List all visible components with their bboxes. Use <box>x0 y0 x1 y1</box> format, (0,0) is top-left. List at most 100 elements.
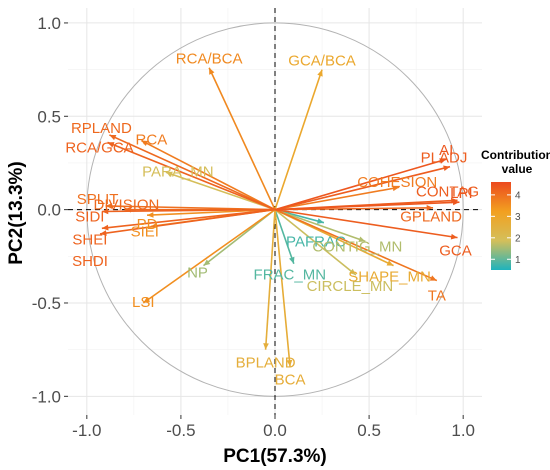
arrow-gca-bca <box>274 69 323 210</box>
y-tick-label: 0.0 <box>37 201 61 220</box>
arrow-bca <box>274 209 293 367</box>
x-tick-label: 1.0 <box>451 421 475 440</box>
arrow-head-bca <box>286 359 293 367</box>
label-cohesion: COHESION <box>357 174 437 191</box>
arrow-shaft-cohesion <box>274 186 400 211</box>
arrow-shaft-gca <box>274 208 458 239</box>
arrow-rca <box>141 139 276 211</box>
arrow-head-cohesion <box>392 185 400 192</box>
arrow-shaft-shei <box>101 208 276 230</box>
y-axis-ticks: -1.0 -0.5 0.0 0.5 1.0 <box>32 14 68 406</box>
arrow-pladj <box>274 165 451 211</box>
arrow-shei <box>101 208 276 231</box>
x-tick-label: 0.0 <box>263 421 287 440</box>
label-shape-mn: SHAPE_MN <box>348 269 431 286</box>
label-frac-mn: FRAC_MN <box>254 267 327 284</box>
legend-title-line: Contribution <box>481 148 550 162</box>
label-rca-gca: RCA/GCA <box>65 139 133 156</box>
arrow-shaft-lpi <box>274 201 460 211</box>
arrow-shaft-circle-mn <box>274 209 357 276</box>
arrow-head-bpland <box>263 343 269 350</box>
variable-labels: PAFRAC FRAC_MN NP CONTIG_MN CIRCLE_MN PARA_MN… <box>65 51 479 389</box>
label-pd: PD <box>137 216 158 233</box>
legend-title-line: value <box>502 162 533 176</box>
label-bca: BCA <box>275 371 306 388</box>
arrow-head-rca <box>141 140 149 147</box>
label-circle-mn: CIRCLE_MN <box>307 278 394 295</box>
label-sidi: SIDI <box>75 208 104 225</box>
arrow-ta <box>274 208 438 282</box>
arrow-shaft-para-mn <box>165 171 276 211</box>
label-para-mn: PARA_MN <box>142 163 213 180</box>
arrow-head-pladj <box>443 165 451 171</box>
arrow-lpi <box>274 199 460 211</box>
arrow-frac-mn <box>274 209 295 265</box>
label-pafrac: PAFRAC <box>286 234 346 251</box>
arrow-shaft-rca-gca <box>107 141 276 211</box>
arrow-cohesion <box>274 185 400 211</box>
label-pladj: PLADJ <box>421 150 468 167</box>
x-tick-label: 0.5 <box>357 421 381 440</box>
label-shdi: SHDI <box>72 253 108 270</box>
arrow-head-np <box>203 259 211 266</box>
x-axis-title: PC1(57.3%) <box>223 446 327 467</box>
arrow-head-lpi <box>452 199 460 206</box>
arrow-head-siei <box>150 222 158 229</box>
arrow-head-frac-mn <box>289 256 295 264</box>
arrow-head-pafrac <box>317 218 324 224</box>
arrow-head-shei <box>101 224 109 231</box>
x-tick-label: -0.5 <box>166 421 195 440</box>
label-lsi: LSI <box>132 294 155 311</box>
arrow-gca <box>274 208 458 240</box>
arrow-lsi <box>142 208 276 304</box>
loading-arrows <box>99 67 460 367</box>
legend-tick-label: 2 <box>515 233 521 244</box>
arrow-shaft-bca <box>274 209 291 367</box>
arrow-shaft-pladj <box>274 165 451 211</box>
arrow-head-gca <box>450 233 458 240</box>
arrow-shaft-ta <box>274 208 438 282</box>
label-rca: RCA <box>136 132 168 149</box>
arrow-shaft-rca-bca <box>208 67 276 210</box>
legend-colorbar <box>491 182 511 270</box>
arrow-shaft-rca <box>141 139 276 211</box>
arrow-head-rpland <box>109 134 117 141</box>
arrow-head-gpland <box>426 204 434 211</box>
arrow-rca-bca <box>208 67 276 210</box>
arrow-head-pd <box>147 212 154 218</box>
arrow-shaft-frac-mn <box>274 209 295 265</box>
label-shei: SHEI <box>72 231 107 248</box>
label-rpland: RPLAND <box>71 120 132 137</box>
arrow-circle-mn <box>274 209 357 276</box>
arrow-shaft-contig-mn <box>274 208 366 243</box>
label-division: DIVISION <box>94 197 160 214</box>
arrow-shaft-sidi <box>101 208 276 213</box>
label-contag: CONTAG <box>416 183 479 200</box>
arrow-contig-mn <box>274 208 366 243</box>
label-contig-mn: CONTIG_MN <box>312 238 402 255</box>
legend-tick-label: 4 <box>515 190 521 201</box>
label-gca-bca: GCA/BCA <box>288 53 356 70</box>
arrow-shaft-shdi <box>99 208 276 235</box>
arrow-para-mn <box>165 171 276 211</box>
arrow-shaft-bpland <box>264 209 276 350</box>
arrow-ai <box>274 158 447 211</box>
arrow-rpland <box>109 134 276 211</box>
arrow-head-para-mn <box>165 171 173 178</box>
arrow-shaft-ai <box>274 158 447 211</box>
x-axis-ticks: -1.0 -0.5 0.0 0.5 1.0 <box>72 415 475 440</box>
y-tick-label: -1.0 <box>32 387 61 406</box>
label-bpland: BPLAND <box>236 355 296 372</box>
label-np: NP <box>187 265 208 282</box>
arrow-shaft-rpland <box>109 134 276 211</box>
arrow-head-split <box>105 203 113 209</box>
arrow-shaft-gca-bca <box>274 69 323 210</box>
label-rca-bca: RCA/BCA <box>176 51 243 68</box>
arrow-head-shdi <box>99 230 107 236</box>
arrow-head-rca-gca <box>107 142 115 148</box>
y-tick-label: 1.0 <box>37 14 61 33</box>
y-tick-label: 0.5 <box>37 107 61 126</box>
arrow-head-ai <box>439 158 447 164</box>
